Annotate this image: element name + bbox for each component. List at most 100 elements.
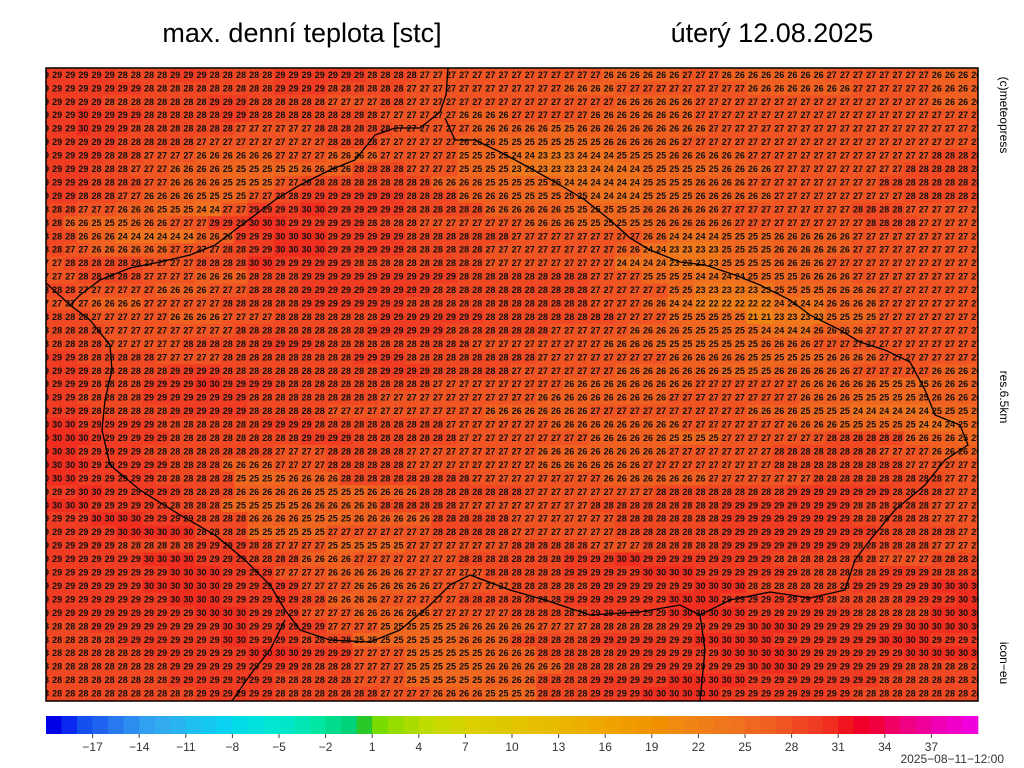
- cell-value: 27: [814, 151, 824, 161]
- cell-value: 29: [814, 514, 824, 524]
- cell-value: 29: [157, 393, 167, 403]
- cell-value: 27: [840, 164, 850, 174]
- cell-value: 23: [551, 151, 561, 161]
- cell-value: 26: [748, 70, 758, 80]
- cell-value: 29: [170, 379, 180, 389]
- cell-value: 30: [65, 500, 75, 510]
- cell-value: 25: [735, 231, 745, 241]
- cell-value: 25: [459, 164, 469, 174]
- cell-value: 28: [367, 164, 377, 174]
- cell-value: 28: [354, 379, 364, 389]
- cell-value: 28: [354, 393, 364, 403]
- cell-value: 27: [709, 124, 719, 134]
- cell-value: 27: [183, 272, 193, 282]
- cell-value: 28: [118, 151, 128, 161]
- cell-value: 28: [485, 487, 495, 497]
- cell-value: 27: [906, 245, 916, 255]
- cell-value: 28: [630, 514, 640, 524]
- cell-value: 28: [433, 514, 443, 524]
- cell-value: 28: [827, 473, 837, 483]
- cell-value: 28: [407, 339, 417, 349]
- cell-value: 27: [669, 393, 679, 403]
- cell-value: 27: [879, 70, 889, 80]
- cell-value: 26: [945, 366, 955, 376]
- cell-value: 28: [538, 285, 548, 295]
- cell-value: 29: [866, 487, 876, 497]
- cell-value: 28: [105, 366, 115, 376]
- cell-value: 25: [748, 339, 758, 349]
- cell-value: 28: [183, 420, 193, 430]
- cell-value: 28: [433, 258, 443, 268]
- cell-value: 29: [39, 177, 49, 187]
- cell-value: 28: [288, 272, 298, 282]
- cell-value: 28: [341, 124, 351, 134]
- cell-value: 27: [735, 393, 745, 403]
- cell-bg: [391, 68, 406, 83]
- cell-value: 27: [656, 406, 666, 416]
- cell-bg: [76, 68, 91, 83]
- cell-value: 28: [52, 339, 62, 349]
- cell-value: 27: [761, 177, 771, 187]
- cell-value: 27: [446, 83, 456, 93]
- cell-value: 28: [617, 500, 627, 510]
- cell-bg: [812, 81, 826, 96]
- cell-value: 27: [420, 151, 430, 161]
- cell-value: 28: [39, 204, 49, 214]
- cell-value: 29: [65, 177, 75, 187]
- cell-value: 29: [315, 218, 325, 228]
- cell-value: 27: [604, 245, 614, 255]
- cell-value: 25: [223, 191, 233, 201]
- cell-value: 26: [656, 393, 666, 403]
- cell-value: 29: [78, 164, 88, 174]
- cell-value: 27: [92, 312, 102, 322]
- cell-value: 27: [564, 433, 574, 443]
- cell-value: 27: [394, 406, 404, 416]
- cell-value: 26: [774, 339, 784, 349]
- cell-value: 27: [932, 272, 942, 282]
- cell-value: 29: [144, 420, 154, 430]
- cell-value: 28: [131, 177, 141, 187]
- cell-value: 29: [302, 272, 312, 282]
- cell-value: 26: [735, 70, 745, 80]
- cell-value: 27: [656, 285, 666, 295]
- cell-value: 29: [105, 527, 115, 537]
- cell-bg: [917, 81, 931, 96]
- cell-value: 27: [722, 460, 732, 470]
- cell-value: 26: [958, 379, 968, 389]
- cell-value: 29: [78, 83, 88, 93]
- cell-value: 26: [774, 231, 784, 241]
- cell-value: 27: [722, 83, 732, 93]
- cell-value: 27: [722, 433, 732, 443]
- cell-value: 28: [262, 272, 272, 282]
- cell-value: 27: [932, 352, 942, 362]
- cell-value: 25: [709, 325, 719, 335]
- cell-value: 26: [682, 379, 692, 389]
- cell-value: 28: [367, 83, 377, 93]
- cell-value: 27: [551, 379, 561, 389]
- cell-value: 27: [735, 218, 745, 228]
- cell-value: 26: [302, 164, 312, 174]
- cell-value: 24: [709, 231, 719, 241]
- cell-value: 26: [958, 83, 968, 93]
- cell-value: 29: [354, 245, 364, 255]
- cell-value: 27: [709, 83, 719, 93]
- cell-value: 25: [499, 177, 509, 187]
- cell-value: 25: [590, 137, 600, 147]
- cell-value: 29: [315, 285, 325, 295]
- cell-value: 27: [879, 366, 889, 376]
- cell-value: 27: [367, 527, 377, 537]
- cell-value: 27: [945, 258, 955, 268]
- cell-bg: [798, 81, 813, 96]
- cell-value: 28: [367, 258, 377, 268]
- cell-value: 26: [787, 70, 797, 80]
- cell-value: 27: [906, 460, 916, 470]
- cell-bg: [352, 68, 367, 83]
- cell-value: 27: [525, 460, 535, 470]
- cell-value: 26: [617, 473, 627, 483]
- cell-value: 27: [892, 339, 902, 349]
- cell-value: 29: [801, 487, 811, 497]
- cell-value: 28: [420, 487, 430, 497]
- cell-value: 28: [485, 231, 495, 241]
- cell-value: 28: [420, 204, 430, 214]
- cell-value: 29: [39, 137, 49, 147]
